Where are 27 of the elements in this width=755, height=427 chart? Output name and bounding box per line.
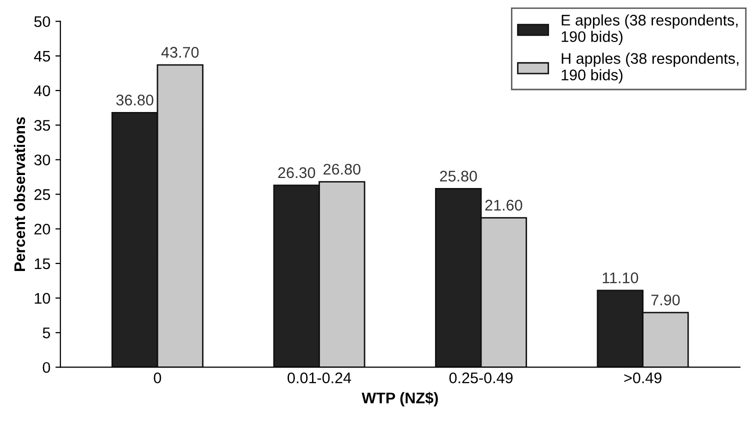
y-axis-title: Percent observations	[14, 117, 26, 271]
data-label: 11.10	[602, 272, 638, 284]
y-tick-label: 45	[34, 50, 50, 62]
x-axis-title: WTP (NZ$)	[362, 392, 438, 406]
data-label: 7.90	[651, 294, 680, 306]
y-tick-label: 35	[34, 120, 50, 131]
x-tick-label: >0.49	[624, 372, 662, 384]
data-label: 36.80	[116, 94, 154, 106]
data-label: 43.70	[161, 46, 199, 58]
y-tick-label: 25	[34, 189, 50, 200]
data-label: 26.30	[278, 167, 316, 178]
x-tick-label: 0	[154, 372, 162, 384]
y-tick-label: 5	[42, 328, 50, 338]
y-tick-label: 40	[34, 85, 50, 96]
legend-label: E apples (38 respondents, 190 bids)	[562, 14, 738, 46]
y-tick-label: 30	[34, 154, 50, 166]
y-tick-label: 15	[34, 258, 50, 270]
y-tick-label: 50	[34, 16, 50, 28]
x-tick-label: 0.25-0.49	[449, 372, 513, 384]
legend-label: H apples (38 respondents, 190 bids)	[562, 52, 738, 84]
y-tick-label: 20	[34, 224, 50, 235]
data-label: 21.60	[485, 200, 522, 211]
y-tick-label: 0	[42, 362, 50, 373]
data-label: 25.80	[440, 170, 477, 182]
data-label: 26.80	[324, 164, 360, 175]
y-tick-label: 10	[34, 292, 50, 304]
x-tick-label: 0.01-0.24	[288, 372, 352, 384]
